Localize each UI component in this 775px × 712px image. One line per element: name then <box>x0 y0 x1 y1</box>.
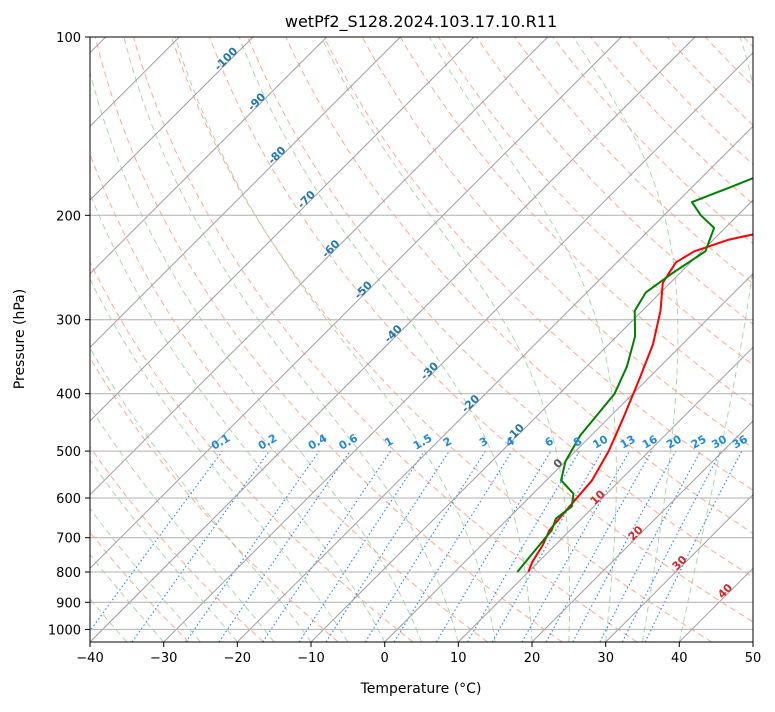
y-axis-label: Pressure (hPa) <box>12 289 28 389</box>
x-tick-label: 10 <box>450 651 467 666</box>
dry-adiabat-line <box>19 37 413 642</box>
mixing-ratio-label: 16 <box>640 432 660 451</box>
y-tick-label: 200 <box>56 209 81 224</box>
isotherm-line <box>458 37 775 642</box>
mixing-ratio-label: 20 <box>664 432 684 451</box>
dry-adiabat-line <box>667 37 775 642</box>
dry-adiabat-line <box>0 37 189 642</box>
isotherm-label: 40 <box>715 581 735 601</box>
y-tick-label: 500 <box>56 445 81 460</box>
isotherm-line <box>385 37 775 642</box>
mixing-ratio-label: 2 <box>441 435 454 450</box>
moist-adiabat-line <box>0 37 237 642</box>
y-tick-label: 800 <box>56 566 81 581</box>
x-axis-label: Temperature (°C) <box>360 681 482 697</box>
moist-adiabat-line <box>16 37 348 642</box>
dry-adiabat-line <box>591 37 775 642</box>
mixing-ratio-line <box>600 451 701 642</box>
y-tick-label: 1000 <box>48 623 81 638</box>
isotherm-label: -70 <box>295 188 318 211</box>
dry-adiabat-line <box>553 37 775 642</box>
dry-adiabat-line <box>0 37 338 642</box>
isotherm-line <box>0 37 253 642</box>
isotherm-line <box>16 37 621 642</box>
mixing-ratio-label: 3 <box>477 435 490 450</box>
mixing-ratio-line <box>365 451 485 642</box>
mixing-ratio-line <box>263 451 391 642</box>
mixing-ratio-line <box>573 451 676 642</box>
dry-adiabat-line <box>172 37 712 642</box>
mixing-ratio-label: 10 <box>590 432 610 451</box>
dry-adiabat-line <box>705 37 775 642</box>
dry-adiabat-line <box>438 37 775 642</box>
y-tick-label: 300 <box>56 314 81 329</box>
moist-adiabat-line <box>679 37 760 642</box>
moist-adiabat-line <box>175 37 495 642</box>
x-tick-label: −40 <box>76 651 103 666</box>
mixing-ratio-line <box>326 451 449 642</box>
mixing-ratio-label: 25 <box>689 433 709 452</box>
mixing-ratio-label: 30 <box>709 432 729 451</box>
y-tick-label: 100 <box>56 31 81 46</box>
mixing-ratio-label: 1.5 <box>411 432 434 453</box>
isotherm-label: 10 <box>588 487 608 507</box>
isotherm-label: 20 <box>626 523 646 543</box>
dry-adiabat-line <box>57 37 488 642</box>
moist-adiabat-line <box>124 37 458 642</box>
mixing-ratio-label: 1 <box>382 435 395 450</box>
y-tick-label: 600 <box>56 492 81 507</box>
mixing-ratio-label: 0.2 <box>256 432 279 453</box>
isotherm-label: -90 <box>245 90 268 113</box>
moist-adiabat-line <box>0 37 274 642</box>
isotherm-label: -50 <box>352 278 375 301</box>
moist-adiabat-line <box>0 37 201 642</box>
y-tick-label: 400 <box>56 388 81 403</box>
isotherm-line <box>0 37 400 642</box>
y-tick-label: 900 <box>56 596 81 611</box>
mixing-ratio-line <box>219 451 350 642</box>
isotherm-line <box>311 37 775 642</box>
y-tick-label: 700 <box>56 532 81 547</box>
mixing-ratio-label: 0.1 <box>209 432 232 453</box>
moist-adiabat-line <box>573 37 678 642</box>
x-tick-label: −10 <box>297 651 324 666</box>
mixing-ratio-label: 0.4 <box>306 431 330 452</box>
isotherm-label: -20 <box>459 392 482 415</box>
mixing-ratio-line <box>436 451 551 642</box>
mixing-ratio-line <box>299 451 424 642</box>
x-tick-label: 40 <box>671 651 688 666</box>
isotherm-line <box>0 37 474 642</box>
chart-title: wetPf2_S128.2024.103.17.10.R11 <box>285 12 557 32</box>
x-tick-label: 30 <box>597 651 614 666</box>
dewpoint-profile-line <box>517 37 775 572</box>
isotherm-line <box>237 37 775 642</box>
dry-adiabat-line <box>0 37 263 642</box>
dry-adiabat-line <box>744 37 775 642</box>
mixing-ratio-line <box>82 451 223 642</box>
x-tick-label: −30 <box>150 651 177 666</box>
isotherm-label: -40 <box>382 322 405 345</box>
mixing-ratio-line <box>468 451 580 642</box>
x-tick-label: 20 <box>524 651 541 666</box>
isotherm-line <box>679 37 775 642</box>
isotherm-label: -60 <box>319 237 342 260</box>
isotherm-line <box>0 37 327 642</box>
x-tick-label: 0 <box>381 651 389 666</box>
isotherm-label: -100 <box>212 44 241 73</box>
series-lines <box>517 37 775 572</box>
mixing-ratio-label: 13 <box>618 433 638 452</box>
x-tick-label: 50 <box>745 651 762 666</box>
moist-adiabat-line <box>0 37 311 642</box>
isotherm-line <box>753 37 775 642</box>
x-tick-label: −20 <box>224 651 251 666</box>
mixing-ratio-label: 36 <box>730 432 750 451</box>
dry-adiabat-line <box>515 37 775 642</box>
temperature-profile-line <box>528 37 775 572</box>
